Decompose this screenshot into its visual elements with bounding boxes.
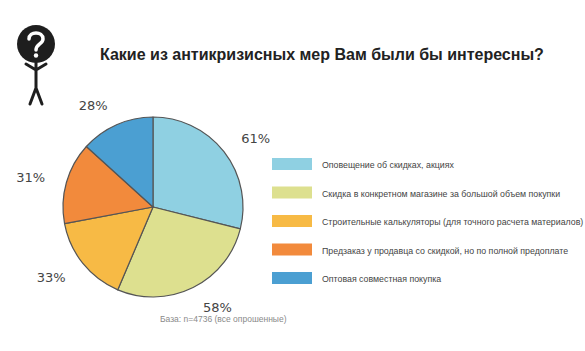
chart-svg: Какие из антикризисных мер Вам были бы и… (0, 0, 585, 351)
legend-swatch (272, 187, 312, 199)
legend-swatch (272, 215, 312, 227)
annotation: База: n=4736 (все опрошенные) (160, 314, 287, 324)
legend-swatch (272, 244, 312, 256)
data-label: 61% (241, 131, 270, 146)
legend-label: Предзаказ у продавца со скидкой, но по п… (322, 246, 568, 256)
data-label: 31% (16, 170, 45, 185)
legend-swatch (272, 158, 312, 170)
legend-label: Оптовая совместная покупка (322, 274, 441, 284)
legend: Оповещение об скидках, акциях Скидка в ко… (272, 158, 583, 284)
question-icon (17, 25, 55, 104)
legend-label: Скидка в конкретном магазине за большой … (322, 189, 560, 199)
data-label: 28% (79, 98, 108, 113)
legend-label: Строительные калькуляторы (для точного р… (322, 217, 583, 227)
pie-slice (86, 117, 153, 207)
data-labels: 61%58%33%31%28% (16, 98, 270, 316)
legend-swatch (272, 272, 312, 284)
legend-label: Оповещение об скидках, акциях (322, 160, 454, 170)
chart-container: Какие из антикризисных мер Вам были бы и… (0, 0, 585, 351)
data-label: 33% (37, 270, 66, 285)
title: Какие из антикризисных мер Вам были бы и… (100, 46, 544, 63)
slices (63, 117, 243, 297)
